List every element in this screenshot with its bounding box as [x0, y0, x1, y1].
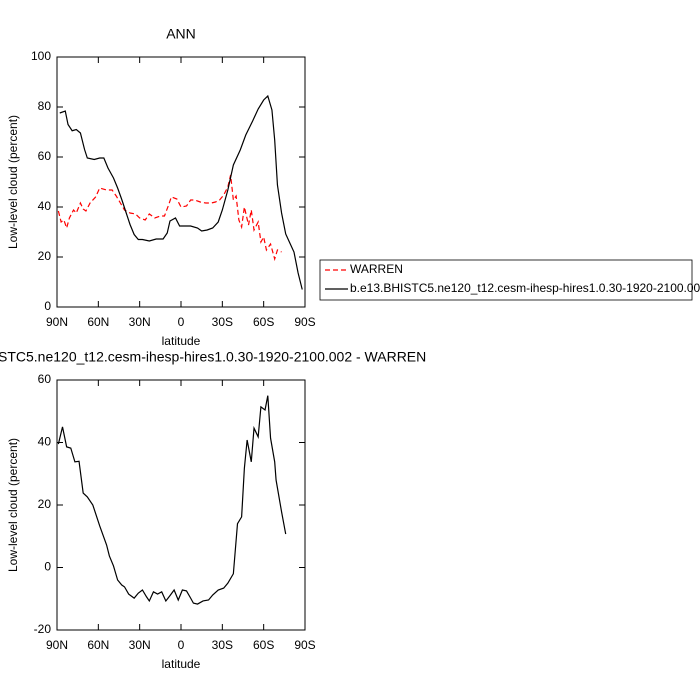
- y-tick-label: 60: [38, 149, 52, 163]
- x-tick-label: 0: [178, 315, 185, 329]
- y-tick-label: 20: [38, 249, 52, 263]
- legend-label: WARREN: [350, 262, 403, 276]
- data-line: [57, 174, 282, 262]
- x-tick-label: 30S: [212, 638, 233, 652]
- data-line: [59, 94, 303, 290]
- x-tick-label: 60N: [87, 638, 109, 652]
- x-tick-label: 90N: [46, 638, 68, 652]
- legend-label: b.e13.BHISTC5.ne120_t12.cesm-ihesp-hires…: [350, 281, 700, 295]
- y-tick-label: 80: [38, 99, 52, 113]
- x-axis-label: latitude: [162, 334, 201, 348]
- x-tick-label: 30N: [129, 315, 151, 329]
- x-tick-label: 60S: [253, 315, 274, 329]
- legend-box: [319, 259, 693, 301]
- x-tick-label: 90N: [46, 315, 68, 329]
- x-tick-label: 30N: [129, 638, 151, 652]
- y-tick-label: 40: [38, 435, 52, 449]
- y-axis-label: Low-level cloud (percent): [6, 438, 20, 572]
- data-line: [57, 395, 287, 605]
- y-tick-label: 60: [38, 372, 52, 386]
- plot-frame: [56, 56, 306, 308]
- plot-frame: [56, 379, 306, 631]
- y-axis-label: Low-level cloud (percent): [6, 115, 20, 249]
- x-tick-label: 0: [178, 638, 185, 652]
- y-tick-label: 0: [44, 299, 51, 313]
- x-axis-label: latitude: [162, 657, 201, 671]
- y-tick-label: 40: [38, 199, 52, 213]
- y-tick-label: 100: [31, 49, 51, 63]
- x-tick-label: 30S: [212, 315, 233, 329]
- y-tick-label: -20: [34, 622, 52, 636]
- x-tick-label: 60N: [87, 315, 109, 329]
- chart-title: ANN: [166, 26, 196, 42]
- x-tick-label: 90S: [294, 315, 315, 329]
- x-tick-label: 60S: [253, 638, 274, 652]
- y-tick-label: 20: [38, 497, 52, 511]
- y-tick-label: 0: [44, 560, 51, 574]
- x-tick-label: 90S: [294, 638, 315, 652]
- chart-title: b.e13.BHISTC5.ne120_t12.cesm-ihesp-hires…: [0, 349, 426, 365]
